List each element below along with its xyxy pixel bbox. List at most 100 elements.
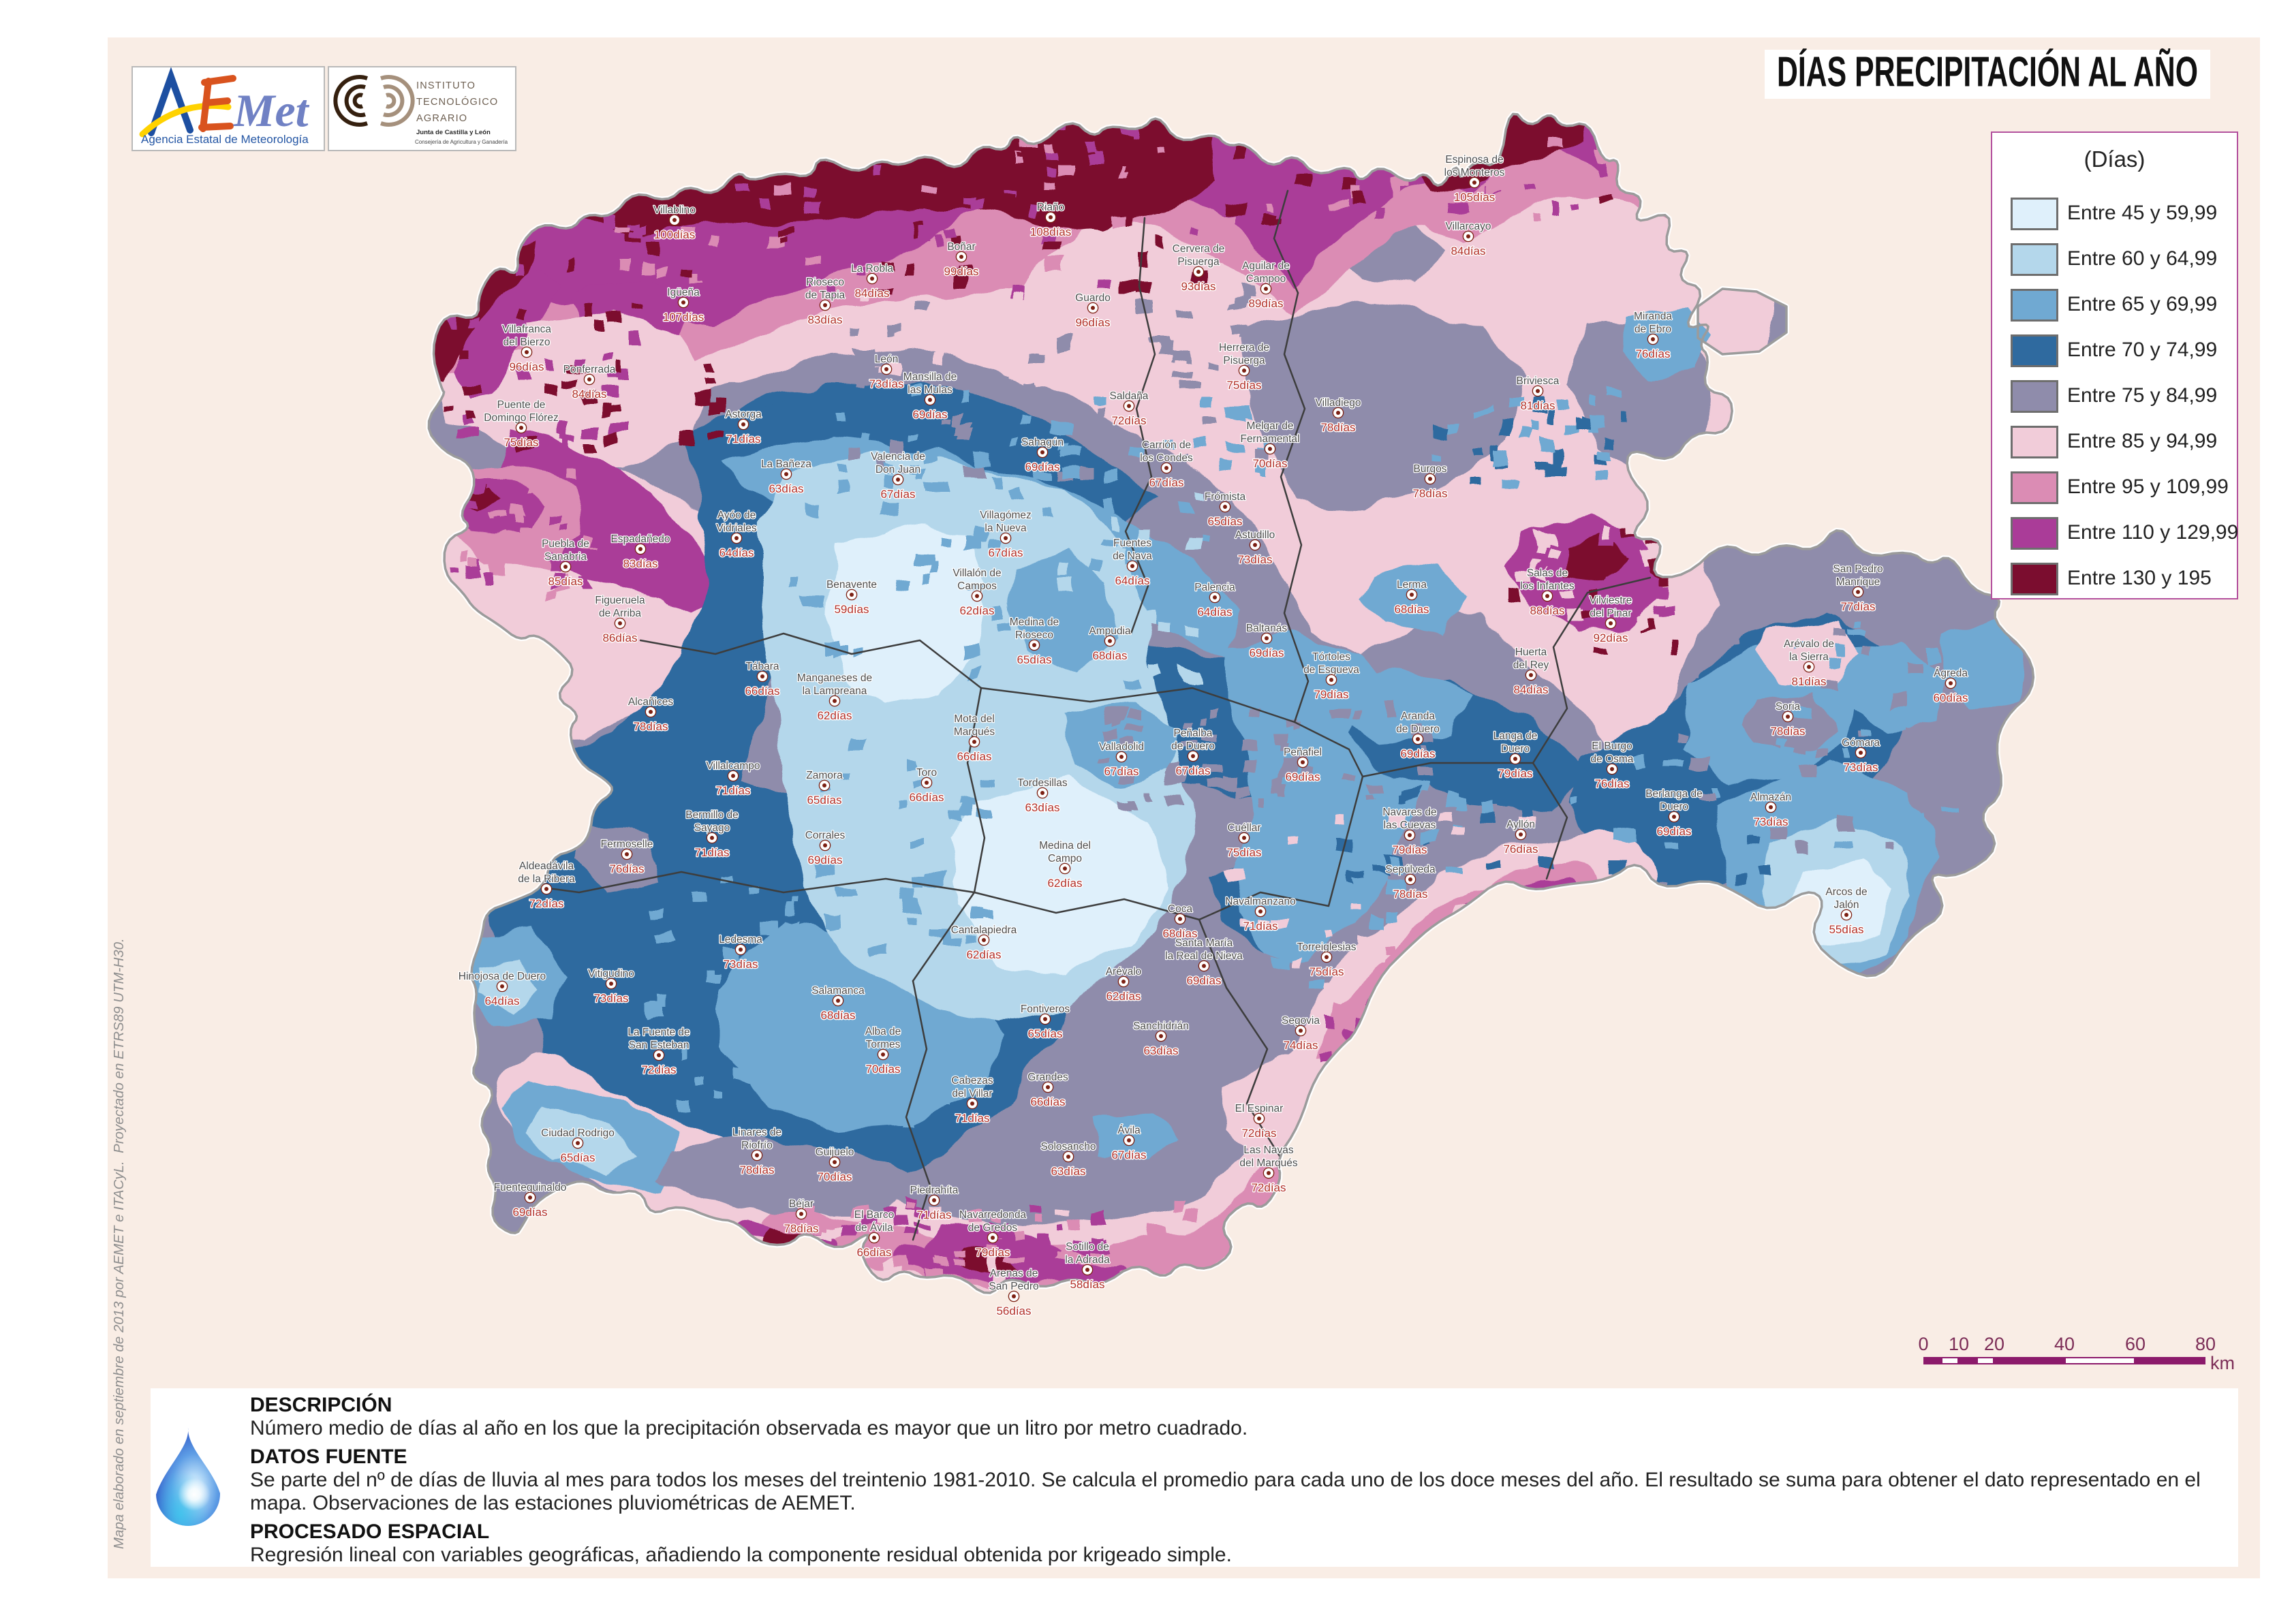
svg-text:73días: 73días xyxy=(1843,761,1878,774)
svg-text:Sahagún: Sahagún xyxy=(1021,437,1064,448)
svg-text:Coca: Coca xyxy=(1168,903,1193,915)
svg-text:Aguilar de: Aguilar de xyxy=(1242,260,1290,272)
svg-text:Villarcayo: Villarcayo xyxy=(1446,221,1491,232)
svg-text:Alcañices: Alcañices xyxy=(628,696,674,708)
svg-text:Almazán: Almazán xyxy=(1750,792,1791,803)
svg-text:Figueruela: Figueruela xyxy=(595,595,645,606)
svg-text:Navarredonda: Navarredonda xyxy=(959,1209,1027,1221)
svg-text:Villagómez: Villagómez xyxy=(980,510,1032,521)
svg-text:Saldaña: Saldaña xyxy=(1110,390,1149,402)
svg-text:Carrión de: Carrión de xyxy=(1142,439,1191,451)
svg-text:64días: 64días xyxy=(719,546,754,559)
svg-text:Guijuelo: Guijuelo xyxy=(816,1146,854,1158)
svg-text:de Arriba: de Arriba xyxy=(599,608,641,619)
svg-text:Don Juan: Don Juan xyxy=(876,464,920,475)
svg-text:León: León xyxy=(875,354,898,365)
svg-text:de Ebro: de Ebro xyxy=(1635,324,1671,335)
svg-text:Salamanca: Salamanca xyxy=(811,985,865,997)
svg-text:Jalón: Jalón xyxy=(1833,899,1859,911)
svg-text:Tábara: Tábara xyxy=(745,661,779,672)
svg-text:INSTITUTO: INSTITUTO xyxy=(416,80,476,91)
svg-text:Tormes: Tormes xyxy=(866,1039,901,1050)
svg-text:59días: 59días xyxy=(834,603,869,616)
svg-text:Sotillo de: Sotillo de xyxy=(1066,1241,1109,1253)
svg-text:Huerta: Huerta xyxy=(1515,646,1547,658)
svg-text:69días: 69días xyxy=(1400,747,1435,760)
svg-text:Ágreda: Ágreda xyxy=(1934,668,1968,679)
svg-text:Torreiglesias: Torreiglesias xyxy=(1297,941,1356,953)
svg-text:Béjar: Béjar xyxy=(789,1198,814,1210)
svg-text:67días: 67días xyxy=(1175,764,1210,777)
svg-text:TECNOLÓGICO: TECNOLÓGICO xyxy=(416,96,498,108)
svg-text:Villalcampo: Villalcampo xyxy=(707,760,760,772)
svg-text:72días: 72días xyxy=(529,897,563,910)
svg-text:66días: 66días xyxy=(957,750,991,763)
svg-text:Fernamental: Fernamental xyxy=(1240,433,1299,445)
svg-text:de Gredos: de Gredos xyxy=(968,1222,1018,1234)
svg-text:Boñar: Boñar xyxy=(947,241,975,253)
svg-text:Ayóo de: Ayóo de xyxy=(717,510,756,521)
svg-text:75días: 75días xyxy=(504,436,538,449)
svg-text:Arcos de: Arcos de xyxy=(1825,886,1867,898)
svg-text:67días: 67días xyxy=(1149,476,1183,489)
svg-text:Ampudia: Ampudia xyxy=(1089,625,1131,637)
svg-text:75días: 75días xyxy=(1226,379,1261,392)
svg-text:65días: 65días xyxy=(1017,653,1051,666)
svg-text:71días: 71días xyxy=(726,433,760,446)
svg-text:Cuéllar: Cuéllar xyxy=(1227,822,1260,834)
svg-text:Campos: Campos xyxy=(957,580,997,592)
svg-text:de Duero: de Duero xyxy=(1396,723,1440,735)
svg-text:Vidriales: Vidriales xyxy=(716,522,756,534)
svg-text:Solosancho: Solosancho xyxy=(1040,1141,1096,1153)
svg-text:Pisuerga: Pisuerga xyxy=(1223,355,1265,366)
svg-text:69días: 69días xyxy=(1186,974,1221,987)
svg-text:Villafranca: Villafranca xyxy=(502,324,551,335)
svg-text:Rioseco: Rioseco xyxy=(806,277,844,288)
svg-text:El Espinar: El Espinar xyxy=(1235,1103,1284,1114)
svg-text:la Adrada: la Adrada xyxy=(1065,1254,1110,1266)
svg-text:Segovia: Segovia xyxy=(1282,1015,1320,1027)
svg-text:72días: 72días xyxy=(1251,1181,1286,1194)
svg-text:79días: 79días xyxy=(1392,843,1427,856)
svg-text:Cervera de: Cervera de xyxy=(1173,243,1225,255)
svg-text:Vilviestre: Vilviestre xyxy=(1590,595,1632,606)
svg-text:73días: 73días xyxy=(1753,815,1788,828)
svg-text:Aldeadávila: Aldeadávila xyxy=(519,860,574,872)
svg-text:84días: 84días xyxy=(854,287,889,300)
svg-text:la Real de Nieva: la Real de Nieva xyxy=(1165,950,1243,962)
svg-text:Met: Met xyxy=(233,84,310,136)
svg-text:Miranda: Miranda xyxy=(1634,311,1672,322)
svg-text:76días: 76días xyxy=(609,862,644,875)
svg-text:83días: 83días xyxy=(623,557,657,570)
svg-text:Ponferrada: Ponferrada xyxy=(563,364,616,375)
svg-text:Las Navas: Las Navas xyxy=(1243,1144,1293,1156)
svg-text:Riofrío: Riofrío xyxy=(741,1140,773,1151)
svg-text:Consejería de Agricultura y Ga: Consejería de Agricultura y Ganadería xyxy=(415,139,508,145)
svg-text:San Pedro: San Pedro xyxy=(989,1281,1038,1292)
svg-text:Sanabria: Sanabria xyxy=(544,551,587,563)
svg-text:de Esgueva: de Esgueva xyxy=(1303,664,1359,676)
svg-text:65días: 65días xyxy=(807,794,841,807)
svg-text:79días: 79días xyxy=(1498,767,1532,780)
svg-text:Villablino: Villablino xyxy=(653,204,696,216)
svg-text:Fuenteguinaldo: Fuenteguinaldo xyxy=(494,1182,567,1193)
svg-text:78días: 78días xyxy=(1770,725,1805,738)
svg-text:78días: 78días xyxy=(1412,487,1447,500)
svg-text:93días: 93días xyxy=(1181,280,1215,293)
svg-text:de la Ribera: de la Ribera xyxy=(518,873,575,885)
svg-text:de Tapia: de Tapia xyxy=(805,290,846,301)
svg-text:El Barco: El Barco xyxy=(854,1209,895,1221)
svg-text:Valladolid: Valladolid xyxy=(1099,741,1144,753)
svg-text:Sayago: Sayago xyxy=(694,822,730,834)
svg-text:de Osma: de Osma xyxy=(1591,753,1634,765)
svg-text:Soria: Soria xyxy=(1776,701,1801,713)
svg-text:105días: 105días xyxy=(1454,191,1496,204)
svg-text:75días: 75días xyxy=(1309,965,1344,978)
svg-text:72días: 72días xyxy=(1241,1127,1276,1140)
svg-text:Navalmanzano: Navalmanzano xyxy=(1225,896,1295,907)
svg-text:Grandes: Grandes xyxy=(1027,1072,1068,1083)
svg-text:67días: 67días xyxy=(1111,1149,1146,1161)
svg-text:Cantalapiedra: Cantalapiedra xyxy=(951,924,1017,936)
svg-text:San Esteban: San Esteban xyxy=(629,1040,690,1051)
svg-text:92días: 92días xyxy=(1593,631,1628,644)
